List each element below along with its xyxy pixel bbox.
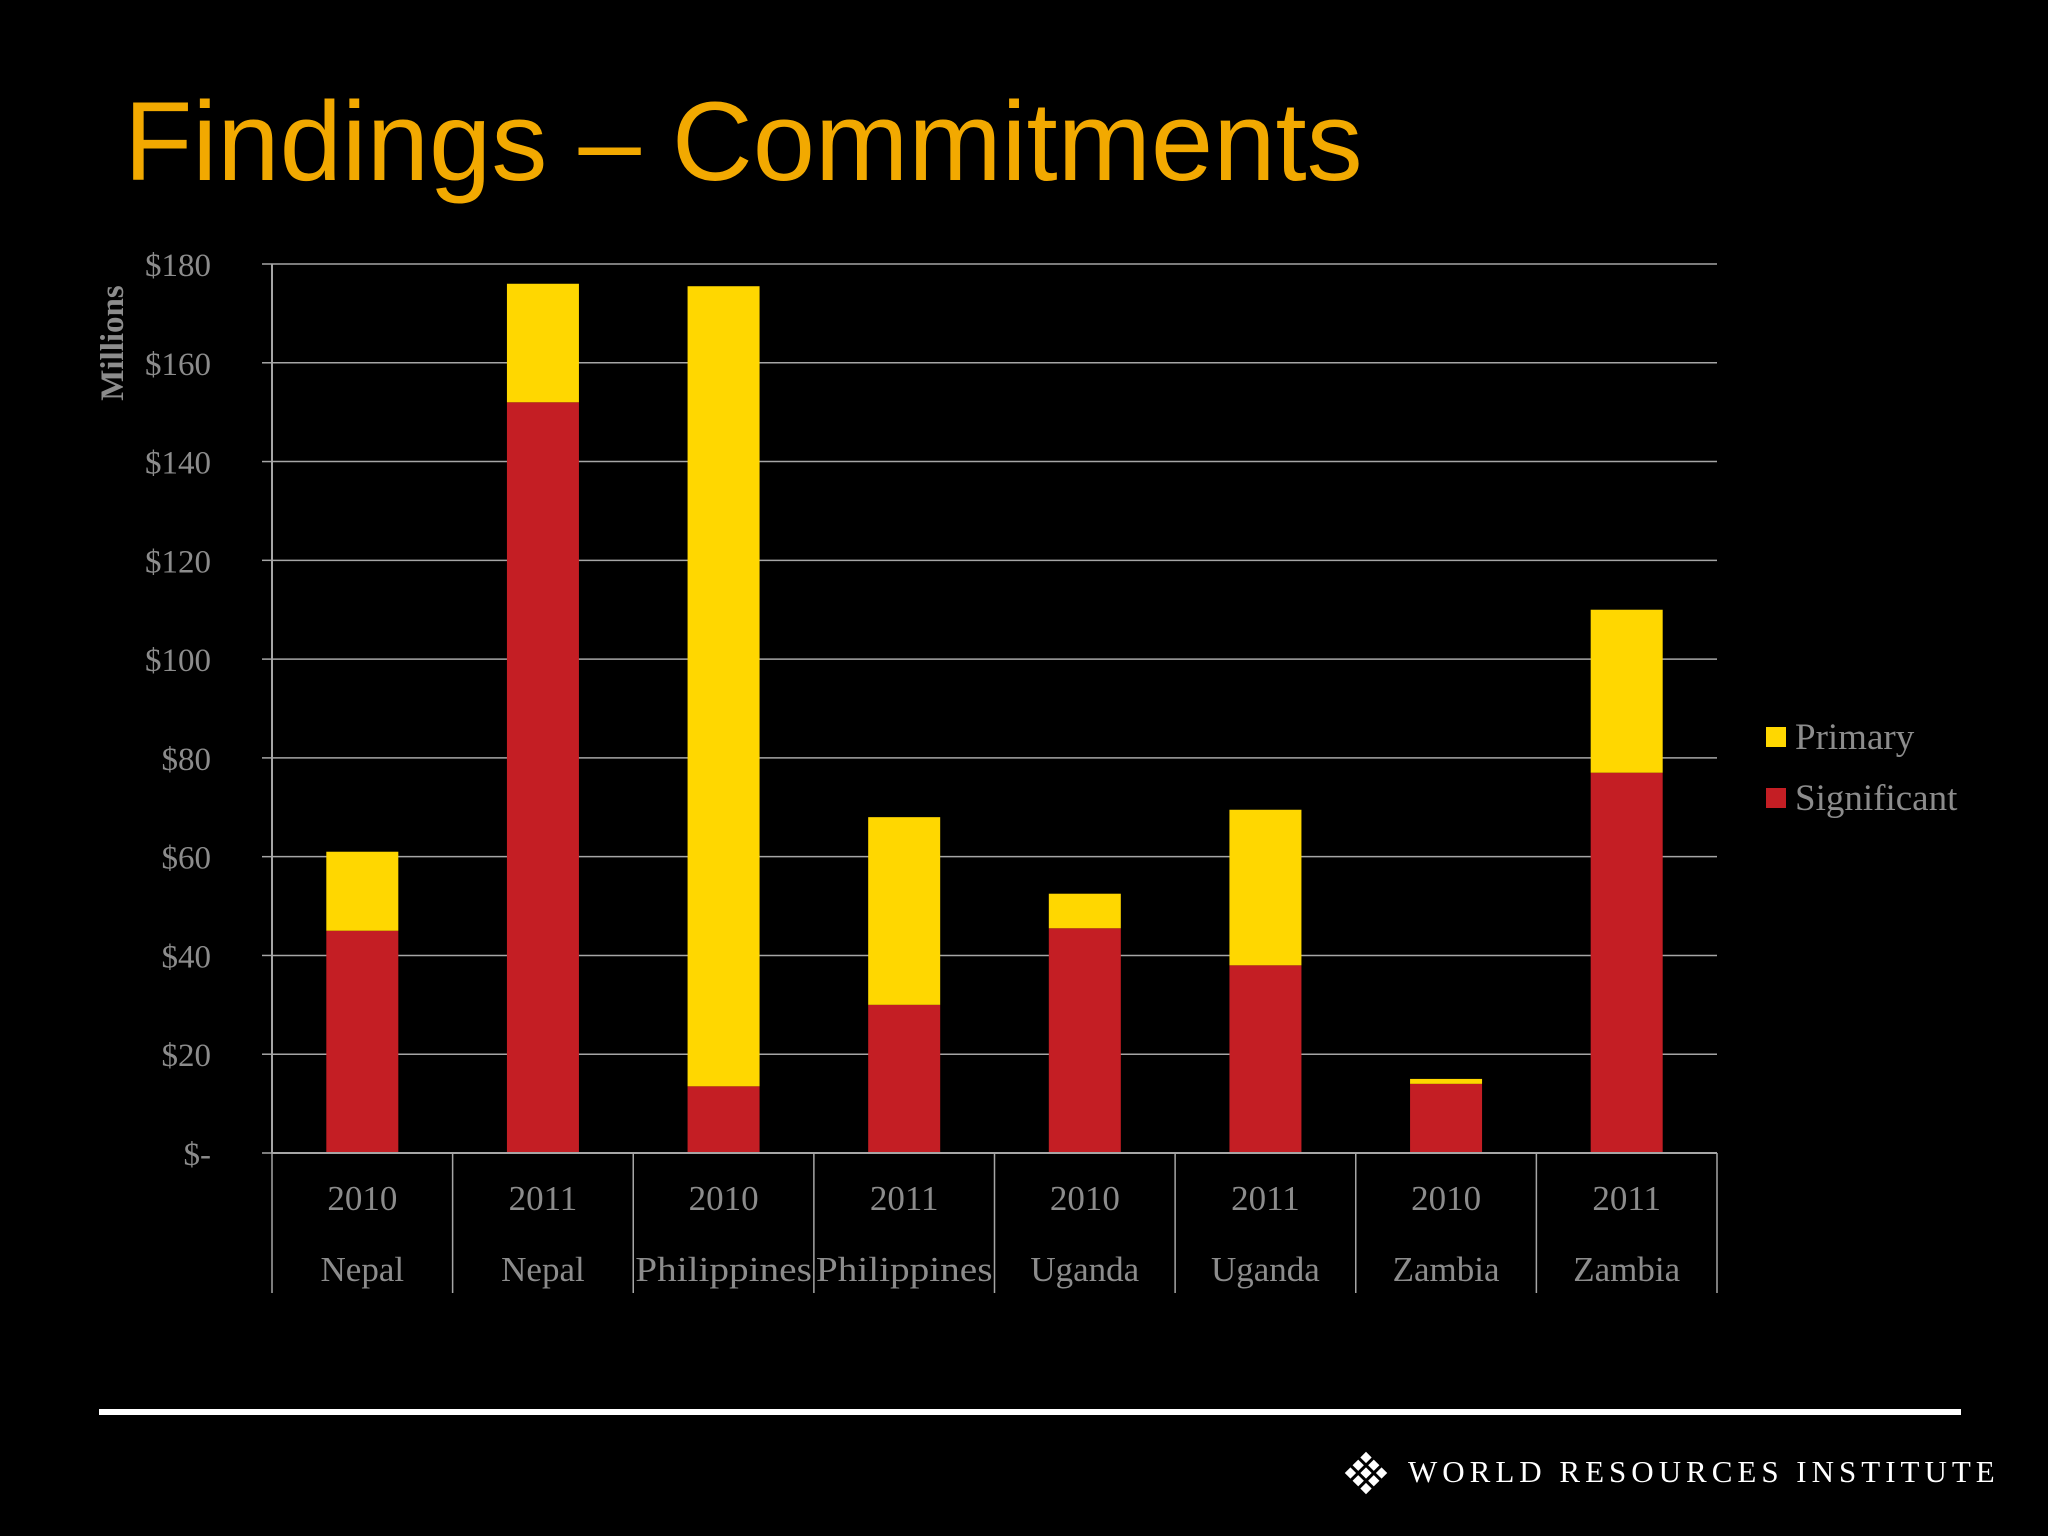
x-tick-labels: 2010 Nepal 2011 Nepal 2010 Philippines 2011 Phi… bbox=[321, 1179, 1681, 1289]
bar-primary-uganda-2010 bbox=[1048, 893, 1121, 929]
legend-label-primary: Primary bbox=[1795, 717, 1915, 758]
bar-primary-zambia-2010 bbox=[1410, 1078, 1483, 1084]
bar-significant-uganda-2010 bbox=[1048, 928, 1121, 1153]
x-tick-label-country: Zambia bbox=[1573, 1250, 1680, 1289]
gridlines bbox=[262, 263, 1717, 1154]
bar-primary-nepal-2011 bbox=[506, 283, 579, 403]
legend: Primary Significant bbox=[1766, 717, 1958, 819]
legend-label-significant: Significant bbox=[1795, 778, 1958, 819]
y-tick-label: $40 bbox=[162, 939, 212, 975]
wri-logo-icon bbox=[1344, 1451, 1388, 1495]
y-tick-label: $180 bbox=[145, 248, 211, 284]
footer-logo: WORLD RESOURCES INSTITUTE bbox=[1340, 1448, 1995, 1498]
x-tick-label-year: 2011 bbox=[509, 1179, 578, 1218]
y-tick-label: $140 bbox=[145, 446, 211, 482]
bar-primary-uganda-2011 bbox=[1229, 809, 1302, 966]
y-tick-label: $60 bbox=[162, 841, 212, 877]
x-tick-label-year: 2010 bbox=[1050, 1179, 1120, 1218]
y-tick-label: $20 bbox=[162, 1038, 212, 1074]
bar-primary-philippines-2010 bbox=[687, 286, 760, 1087]
bar-primary-zambia-2011 bbox=[1590, 609, 1663, 773]
bar-significant-nepal-2011 bbox=[506, 402, 579, 1153]
legend-swatch-significant bbox=[1766, 788, 1786, 808]
axes bbox=[271, 264, 1718, 1293]
slide-title: Findings – Commitments bbox=[124, 79, 1363, 204]
x-tick-label-country: Philippines bbox=[635, 1250, 812, 1289]
bar-significant-nepal-2010 bbox=[326, 930, 399, 1153]
y-tick-label: $100 bbox=[145, 643, 211, 679]
stacked-bar-chart: $- $20 $40 $60 $80 $100 $120 $140 $160 $180 2010 N… bbox=[95, 248, 1958, 1293]
bars bbox=[326, 283, 1663, 1153]
organization-name: WORLD RESOURCES INSTITUTE bbox=[1408, 1454, 2000, 1489]
x-tick-label-country: Nepal bbox=[501, 1250, 585, 1289]
y-tick-labels: $- $20 $40 $60 $80 $100 $120 $140 $160 $180 bbox=[145, 248, 211, 1173]
footer-divider bbox=[99, 1409, 1961, 1415]
x-tick-label-country: Nepal bbox=[321, 1250, 405, 1289]
x-tick-label-year: 2010 bbox=[689, 1179, 759, 1218]
x-tick-label-year: 2011 bbox=[1592, 1179, 1661, 1218]
y-axis-label: Millions bbox=[95, 285, 131, 401]
bar-significant-zambia-2011 bbox=[1590, 772, 1663, 1153]
bar-primary-nepal-2010 bbox=[326, 851, 399, 931]
bar-significant-philippines-2011 bbox=[868, 1004, 941, 1153]
bar-primary-philippines-2011 bbox=[868, 817, 941, 1005]
x-tick-label-year: 2010 bbox=[1411, 1179, 1481, 1218]
y-tick-label: $160 bbox=[145, 347, 211, 383]
x-tick-label-year: 2011 bbox=[1231, 1179, 1300, 1218]
bar-significant-zambia-2010 bbox=[1410, 1083, 1483, 1153]
bar-significant-uganda-2011 bbox=[1229, 965, 1302, 1153]
y-tick-label: $80 bbox=[162, 742, 212, 778]
x-tick-label-country: Zambia bbox=[1393, 1250, 1500, 1289]
x-tick-label-country: Philippines bbox=[816, 1250, 993, 1289]
x-tick-label-year: 2011 bbox=[870, 1179, 939, 1218]
y-tick-label: $120 bbox=[145, 544, 211, 580]
bar-significant-philippines-2010 bbox=[687, 1086, 760, 1153]
legend-swatch-primary bbox=[1766, 727, 1786, 747]
x-tick-label-country: Uganda bbox=[1030, 1250, 1139, 1289]
x-tick-label-country: Uganda bbox=[1211, 1250, 1320, 1289]
y-tick-label: $- bbox=[184, 1137, 212, 1173]
x-tick-label-year: 2010 bbox=[327, 1179, 397, 1218]
